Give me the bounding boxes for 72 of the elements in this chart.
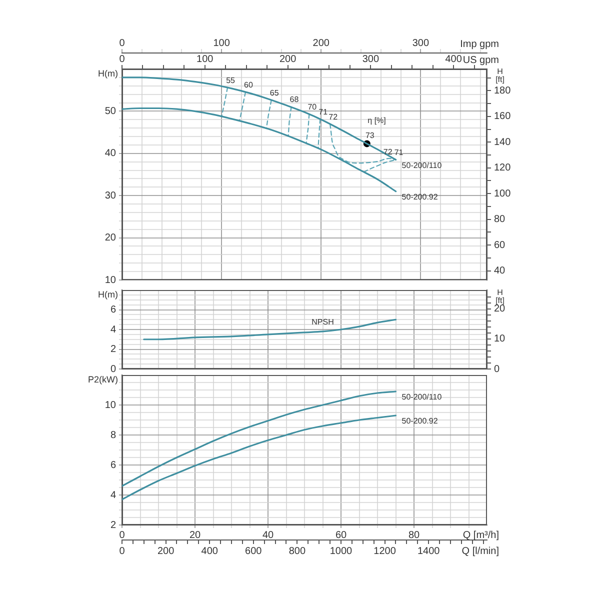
y2-tick-label: 80 (494, 214, 506, 226)
x-tick-label: 60 (335, 530, 347, 541)
series-label: 50-200.92 (402, 192, 438, 202)
y2-tick-label: 120 (494, 162, 512, 174)
y-tick-label: 30 (104, 190, 116, 202)
y2-tick-label: 0 (494, 364, 500, 375)
x2-tick-label: 800 (288, 546, 306, 557)
x-axis-title: Q [m³/h] (462, 530, 500, 541)
annotation: 72 (383, 148, 393, 157)
annotation: 55 (226, 76, 236, 85)
x-tick-label: 200 (312, 38, 330, 49)
x-tick-label: 300 (412, 38, 430, 49)
x2-tick-label: 200 (279, 54, 297, 65)
x2-tick-label: 200 (157, 546, 175, 557)
x-tick-label: 0 (119, 38, 126, 49)
x2-axis-title: US gpm (462, 54, 499, 66)
y-tick-label: 20 (104, 232, 116, 244)
x2-axis-title: Q [l/min] (462, 546, 500, 557)
y2-tick-label: 20 (494, 304, 506, 315)
x2-tick-label: 100 (196, 54, 214, 65)
x2-tick-label: 300 (362, 54, 380, 65)
annotation: 72 (328, 112, 338, 122)
x2-tick-label: 1400 (417, 546, 440, 557)
x2-tick-label: 1000 (330, 546, 353, 557)
series-label: 73 (365, 130, 375, 140)
y2-tick-label: 160 (494, 111, 512, 122)
annotation: 65 (270, 88, 280, 98)
x-tick-label: 100 (213, 38, 230, 49)
y-tick-label: 10 (104, 274, 116, 286)
x2-tick-label: 400 (201, 546, 218, 557)
y-axis-title: P2(kW) (88, 374, 118, 384)
series-label: 50-200.92 (402, 416, 438, 426)
y-tick-label: 40 (104, 148, 116, 160)
x-tick-label: 20 (189, 530, 201, 541)
series-label: 50-200/110 (402, 392, 442, 402)
x-tick-label: 80 (408, 530, 420, 541)
y-tick-label: 50 (104, 106, 116, 117)
x2-tick-label: 1200 (374, 546, 396, 557)
y-tick-label: 4 (110, 490, 116, 501)
x2-tick-label: 0 (119, 54, 126, 65)
y-tick-label: 10 (104, 400, 116, 411)
y-tick-label: 4 (110, 324, 116, 336)
y2-tick-label: 180 (494, 85, 512, 96)
y-tick-label: 6 (110, 304, 116, 316)
x-tick-label: 40 (262, 530, 274, 541)
y2-axis-title: H [ft] (496, 67, 504, 84)
y2-axis-title: H [ft] (496, 288, 504, 306)
y2-tick-label: 100 (494, 188, 512, 200)
x2-tick-label: 0 (119, 546, 126, 557)
y2-tick-label: 40 (494, 266, 506, 276)
series-label: 50-200/110 (402, 160, 442, 170)
annotation: 71 (318, 107, 328, 116)
y-tick-label: 6 (110, 460, 116, 471)
annotation: 70 (308, 102, 318, 112)
y-tick-label: 8 (110, 430, 116, 441)
annotation: η [%] (368, 116, 386, 125)
x2-tick-label: 600 (245, 546, 262, 557)
annotation: 68 (290, 95, 300, 104)
x-tick-label: 0 (119, 530, 126, 541)
y2-tick-label: 60 (494, 240, 506, 251)
x2-tick-label: 400 (445, 54, 462, 65)
annotation: 71 (394, 148, 404, 157)
y2-tick-label: 10 (494, 334, 506, 345)
y-axis-title: H(m) (98, 289, 118, 300)
y2-tick-label: 140 (494, 136, 512, 148)
annotation: 60 (244, 80, 254, 90)
y-axis-title: H(m) (98, 68, 118, 78)
y-tick-label: 2 (110, 520, 116, 531)
series-label: NPSH (312, 318, 334, 327)
x-axis-title: Imp gpm (460, 38, 499, 50)
y-tick-label: 2 (110, 344, 116, 355)
y-tick-label: 0 (110, 364, 116, 375)
